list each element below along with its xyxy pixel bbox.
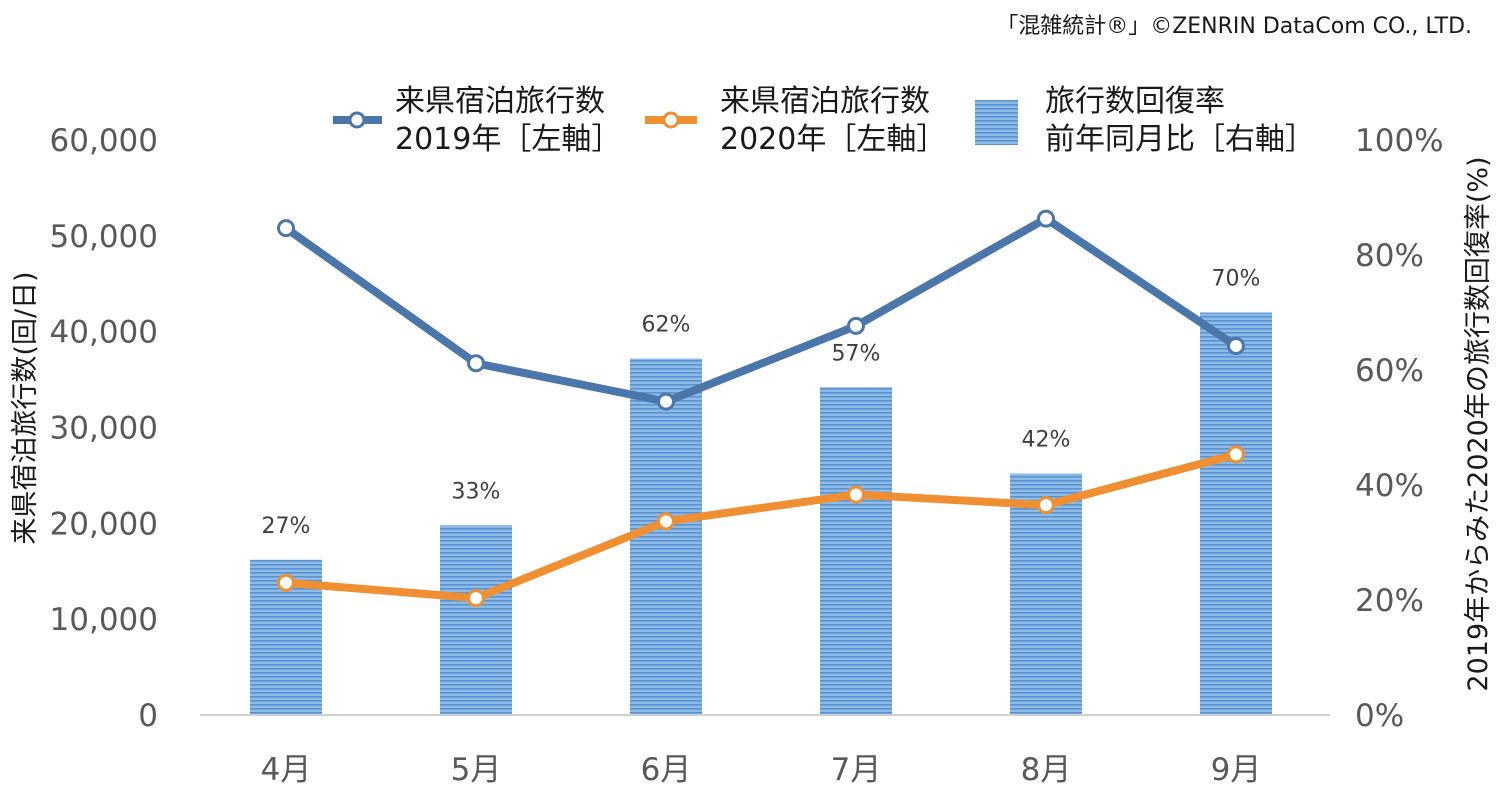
x-axis-ticks: 4月 5月 6月 7月 8月 9月 — [261, 752, 1262, 788]
right-tick-label: 40% — [1355, 468, 1424, 504]
point-2019-6 — [657, 392, 675, 411]
x-tick-label: 5月 — [451, 752, 502, 788]
point-2019-7 — [847, 316, 865, 335]
line-series — [277, 209, 1245, 608]
left-tick-label: 30,000 — [50, 411, 158, 447]
right-axis-title: 2019年からみた2020年の旅行数回復率(%) — [1463, 156, 1494, 691]
point-2020-5 — [467, 589, 485, 608]
left-tick-label: 0 — [138, 698, 158, 734]
bar-recovery-9 — [1200, 312, 1272, 715]
right-tick-label: 20% — [1355, 583, 1424, 619]
right-tick-label: 100% — [1355, 123, 1444, 159]
point-2019-4 — [277, 219, 295, 238]
bar-series — [250, 312, 1272, 715]
data-label-recovery-6: 62% — [642, 313, 691, 338]
point-2019-5 — [467, 354, 485, 373]
right-tick-label: 0% — [1355, 698, 1404, 734]
bar-recovery-6 — [630, 358, 702, 715]
legend-item-recovery: 旅行数回復率 前年同月比［右軸］ — [975, 84, 1315, 157]
bar-recovery-7 — [820, 387, 892, 715]
right-tick-label: 60% — [1355, 353, 1424, 389]
left-tick-label: 10,000 — [50, 602, 158, 638]
left-axis-ticks: 0 10,000 20,000 30,000 40,000 50,000 60,000 — [50, 123, 158, 734]
point-2019-9 — [1227, 337, 1245, 356]
legend-item-2020: 来県宿泊旅行数 2020年［左軸］ — [645, 84, 946, 157]
x-tick-label: 4月 — [261, 752, 312, 788]
line-2019 — [283, 214, 1239, 406]
left-tick-label: 20,000 — [50, 506, 158, 542]
legend-label-2019-line2: 2019年［左軸］ — [395, 122, 621, 157]
line-2020 — [285, 450, 1238, 603]
x-tick-label: 6月 — [641, 752, 692, 788]
data-labels: 27% 33% 62% 57% 42% 70% — [262, 267, 1261, 539]
legend-label-2020-line1: 来県宿泊旅行数 — [720, 84, 930, 119]
x-tick-label: 7月 — [831, 752, 882, 788]
left-tick-label: 50,000 — [50, 219, 158, 255]
data-label-recovery-8: 42% — [1022, 428, 1071, 453]
right-axis-ticks: 0% 20% 40% 60% 80% 100% — [1355, 123, 1444, 734]
right-tick-label: 80% — [1355, 238, 1424, 274]
data-label-recovery-9: 70% — [1212, 267, 1261, 292]
point-2020-9 — [1227, 445, 1245, 464]
x-tick-label: 9月 — [1211, 752, 1262, 788]
point-2020-4 — [277, 573, 295, 592]
legend-label-recovery-line2: 前年同月比［右軸］ — [1045, 122, 1315, 157]
x-tick-label: 8月 — [1021, 752, 1072, 788]
point-2020-7 — [847, 485, 865, 504]
legend: 来県宿泊旅行数 2019年［左軸］ 来県宿泊旅行数 2020年［左軸］ 旅行数回… — [333, 84, 1315, 157]
legend-label-recovery-line1: 旅行数回復率 — [1045, 84, 1225, 119]
bar-recovery-5 — [440, 525, 512, 715]
left-axis-title: 来県宿泊旅行数(回/日) — [10, 271, 41, 544]
data-label-recovery-5: 33% — [452, 479, 501, 504]
legend-label-2019-line1: 来県宿泊旅行数 — [395, 84, 605, 119]
source-credit: 「混雑統計®」©ZENRIN DataCom CO., LTD. — [996, 14, 1472, 39]
point-2020-8 — [1037, 496, 1055, 515]
left-tick-label: 60,000 — [50, 123, 158, 159]
data-label-recovery-4: 27% — [262, 514, 311, 539]
point-2019-8 — [1037, 209, 1055, 228]
data-label-recovery-7: 57% — [832, 341, 881, 366]
point-2020-6 — [657, 512, 675, 531]
legend-label-2020-line2: 2020年［左軸］ — [720, 122, 946, 157]
legend-item-2019: 来県宿泊旅行数 2019年［左軸］ — [333, 84, 621, 157]
left-tick-label: 40,000 — [50, 315, 158, 351]
